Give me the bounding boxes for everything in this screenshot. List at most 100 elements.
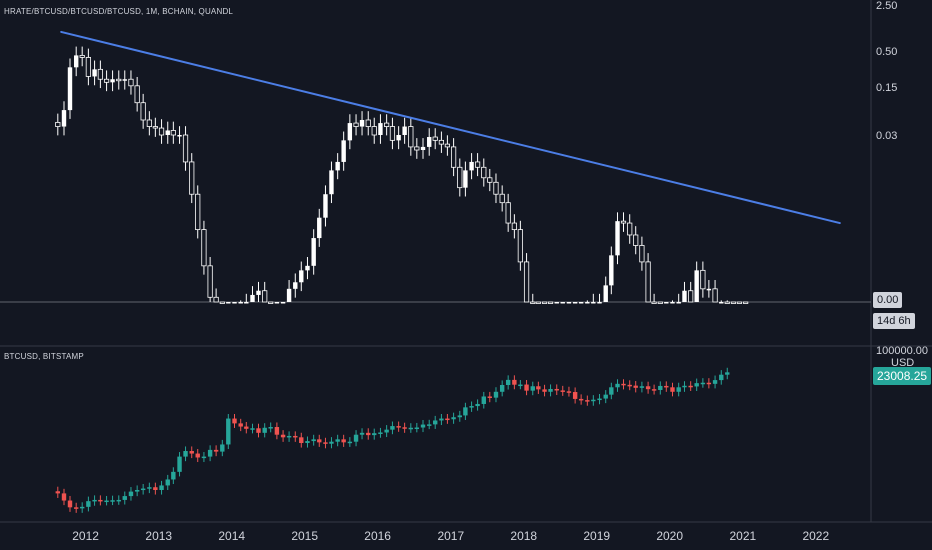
hrate-candle	[657, 301, 663, 304]
hrate-candle	[597, 302, 602, 304]
hrate-candle	[688, 290, 694, 303]
hrate-candle	[389, 126, 396, 141]
x-tick-label: 2012	[72, 529, 99, 543]
btcusd-candle	[305, 441, 310, 444]
btcusd-candle	[554, 388, 559, 391]
hrate-candle	[232, 302, 237, 304]
btcusd-candle	[165, 479, 170, 486]
hrate-candle	[493, 181, 499, 195]
btcusd-candle	[524, 384, 529, 391]
btcusd-candle	[92, 499, 97, 502]
hrate-candle	[317, 217, 322, 239]
hrate-candle	[134, 85, 140, 104]
hrate-candle	[311, 238, 316, 266]
hrate-candle	[268, 301, 274, 304]
btcusd-candle	[493, 391, 499, 398]
hrate-candle	[341, 140, 346, 162]
top-pane-legend[interactable]: HRATE/BTCUSD/BTCUSD/BTCUSD, 1M, BCHAIN, …	[4, 7, 234, 16]
btcusd-candle	[189, 451, 194, 454]
hrate-candle	[110, 79, 115, 83]
x-tick-label: 2020	[656, 529, 683, 543]
btcusd-candle	[55, 491, 60, 494]
hrate-candle	[262, 290, 268, 303]
y-tick-label: 0.03	[876, 130, 897, 142]
btcusd-candle	[433, 420, 438, 425]
hrate-candle	[408, 126, 414, 148]
hrate-candle	[463, 170, 468, 188]
btcusd-candle	[712, 380, 718, 384]
btcusd-candle	[347, 441, 353, 444]
btcusd-candle	[518, 384, 523, 387]
hrate-candle	[541, 301, 548, 304]
hrate-candle	[487, 177, 493, 183]
x-tick-label: 2017	[437, 529, 464, 543]
hrate-candle	[305, 265, 310, 271]
btcusd-candle	[542, 389, 547, 392]
btcusd-candle	[317, 439, 322, 443]
hrate-candle	[603, 285, 608, 302]
btcusd-candle	[372, 433, 377, 436]
hrate-candle	[535, 301, 541, 304]
countdown-badge: 14d 6h	[873, 313, 915, 329]
hrate-candle	[530, 301, 536, 304]
btcusd-candle	[384, 429, 389, 433]
btcusd-candle	[682, 385, 687, 388]
hrate-candle	[420, 146, 426, 151]
btcusd-candle	[73, 507, 79, 509]
hrate-candle	[670, 302, 675, 304]
hrate-candle	[244, 302, 249, 304]
hrate-candle	[639, 245, 645, 263]
x-tick-label: 2016	[364, 529, 391, 543]
hrate-candle	[323, 194, 328, 218]
hrate-candle	[177, 135, 182, 137]
hrate-candle	[572, 302, 578, 304]
hrate-candle	[365, 119, 371, 127]
hrate-candle	[61, 110, 67, 127]
btcusd-candle	[676, 387, 681, 392]
hrate-candle	[414, 146, 420, 151]
btcusd-candle	[700, 382, 706, 385]
hrate-candle	[736, 301, 743, 304]
btcusd-candle	[195, 453, 200, 458]
hrate-candle	[706, 288, 712, 291]
hrate-candle	[250, 294, 255, 302]
hrate-candle	[609, 255, 614, 286]
btcusd-candle	[299, 437, 304, 444]
hrate-candle	[682, 290, 687, 302]
btcusd-candle	[445, 418, 450, 421]
hrate-candle	[219, 301, 225, 304]
hrate-candle	[676, 302, 681, 304]
btcusd-candle	[487, 396, 492, 398]
hrate-candle	[560, 302, 565, 304]
btcusd-candle	[359, 432, 365, 435]
hrate-candle	[450, 146, 457, 168]
hrate-candle	[280, 302, 286, 304]
trendline[interactable]	[60, 30, 841, 225]
btcusd-candle	[396, 426, 401, 428]
btcusd-candle	[323, 442, 328, 444]
hrate-candle	[92, 69, 97, 77]
btcusd-candle	[171, 471, 176, 480]
hrate-candle	[664, 302, 669, 304]
hrate-candle	[651, 301, 657, 304]
hrate-candle	[743, 301, 749, 304]
btcusd-candle	[463, 407, 468, 416]
btcusd-candle	[213, 449, 219, 452]
btcusd-candle	[159, 485, 164, 490]
btcusd-candle	[670, 387, 675, 392]
hrate-candle	[378, 123, 383, 135]
hrate-candle	[353, 122, 359, 127]
bottom-pane-legend[interactable]: BTCUSD, BITSTAMP	[4, 352, 84, 361]
btcusd-candle	[226, 418, 231, 445]
hrate-candle	[384, 122, 390, 127]
btcusd-candle	[725, 372, 730, 375]
hrate-candle	[457, 166, 463, 189]
y-tick-label: 0.15	[876, 82, 897, 94]
hrate-candle	[170, 130, 176, 136]
btcusd-candle	[615, 383, 620, 388]
hrate-candle	[469, 161, 474, 171]
y-unit-label: USD	[891, 357, 914, 369]
btcusd-candle	[603, 394, 608, 399]
btcusd-candle	[536, 386, 541, 390]
btcusd-candle	[566, 391, 572, 393]
